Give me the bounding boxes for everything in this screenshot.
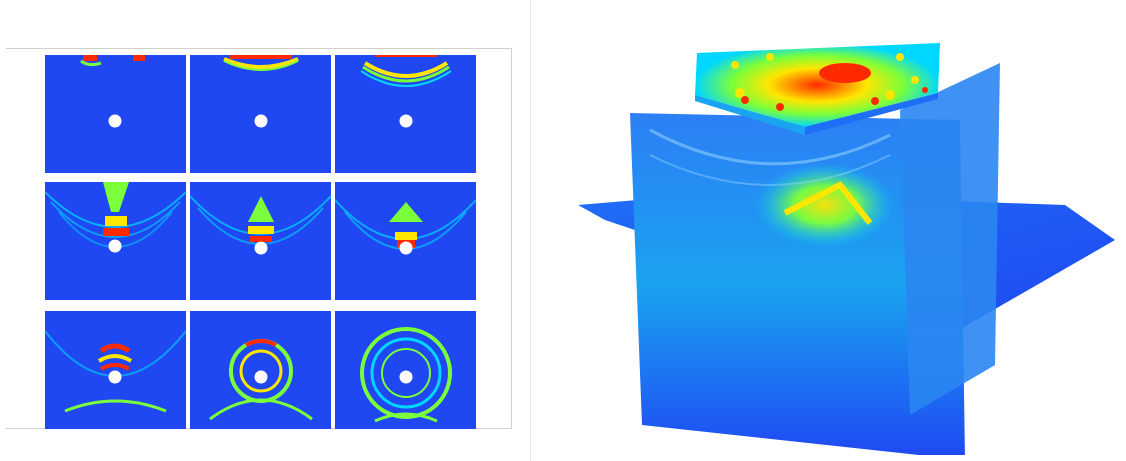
top-surface-slab [695,43,940,127]
vertical-slice-yz [900,63,1000,415]
volume-slice-render [570,35,1120,460]
snapshot-tile-1 [45,55,186,173]
snapshot-tile-9 [335,311,476,429]
scatterer-dot [108,114,122,128]
snapshot-tile-7 [45,311,186,429]
snapshot-tile-6 [335,182,476,300]
snapshot-tile-2 [190,55,331,173]
snapshot-tile-3 [335,55,476,173]
snapshot-tile-5 [190,182,331,300]
panel-divider [530,0,531,461]
snapshot-tile-4 [45,182,186,300]
snapshot-tile-8 [190,311,331,429]
